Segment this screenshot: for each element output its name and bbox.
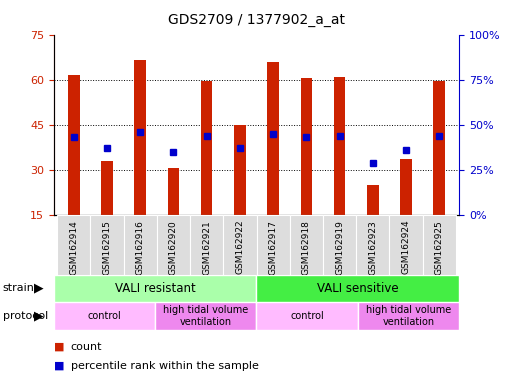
- FancyBboxPatch shape: [323, 215, 356, 275]
- FancyBboxPatch shape: [256, 215, 290, 275]
- Text: high tidal volume
ventilation: high tidal volume ventilation: [366, 305, 451, 327]
- Bar: [301, 78, 312, 215]
- FancyBboxPatch shape: [155, 302, 256, 330]
- Text: percentile rank within the sample: percentile rank within the sample: [71, 361, 259, 371]
- Text: count: count: [71, 342, 102, 352]
- Text: GSM162924: GSM162924: [402, 220, 410, 275]
- Text: ▶: ▶: [34, 310, 43, 323]
- FancyBboxPatch shape: [157, 215, 190, 275]
- Text: GSM162923: GSM162923: [368, 220, 377, 275]
- Text: GSM162915: GSM162915: [103, 220, 111, 275]
- Text: GSM162919: GSM162919: [335, 220, 344, 275]
- FancyBboxPatch shape: [423, 215, 456, 275]
- Text: VALI resistant: VALI resistant: [115, 282, 195, 295]
- FancyBboxPatch shape: [256, 302, 358, 330]
- Text: GSM162925: GSM162925: [435, 220, 444, 275]
- Text: ■: ■: [54, 361, 64, 371]
- Text: ■: ■: [54, 342, 64, 352]
- FancyBboxPatch shape: [290, 215, 323, 275]
- Bar: [101, 161, 113, 215]
- Text: GSM162916: GSM162916: [136, 220, 145, 275]
- Bar: [134, 60, 146, 215]
- Bar: [168, 169, 179, 215]
- FancyBboxPatch shape: [256, 275, 459, 302]
- Bar: [367, 185, 379, 215]
- Bar: [68, 75, 80, 215]
- Bar: [433, 81, 445, 215]
- FancyBboxPatch shape: [57, 215, 90, 275]
- Text: GDS2709 / 1377902_a_at: GDS2709 / 1377902_a_at: [168, 13, 345, 27]
- Text: GSM162921: GSM162921: [202, 220, 211, 275]
- Text: control: control: [88, 311, 122, 321]
- FancyBboxPatch shape: [389, 215, 423, 275]
- Bar: [234, 125, 246, 215]
- FancyBboxPatch shape: [54, 275, 256, 302]
- FancyBboxPatch shape: [54, 302, 155, 330]
- Text: high tidal volume
ventilation: high tidal volume ventilation: [163, 305, 248, 327]
- Bar: [334, 77, 345, 215]
- Bar: [267, 62, 279, 215]
- Text: control: control: [290, 311, 324, 321]
- FancyBboxPatch shape: [90, 215, 124, 275]
- Bar: [400, 159, 412, 215]
- Text: GSM162918: GSM162918: [302, 220, 311, 275]
- FancyBboxPatch shape: [190, 215, 223, 275]
- Text: GSM162920: GSM162920: [169, 220, 178, 275]
- Text: GSM162917: GSM162917: [269, 220, 278, 275]
- Text: VALI sensitive: VALI sensitive: [317, 282, 399, 295]
- Bar: [201, 81, 212, 215]
- FancyBboxPatch shape: [124, 215, 157, 275]
- FancyBboxPatch shape: [358, 302, 459, 330]
- Text: protocol: protocol: [3, 311, 48, 321]
- Text: GSM162922: GSM162922: [235, 220, 244, 275]
- FancyBboxPatch shape: [223, 215, 256, 275]
- Text: ▶: ▶: [34, 282, 43, 295]
- Text: GSM162914: GSM162914: [69, 220, 78, 275]
- Text: strain: strain: [3, 283, 34, 293]
- FancyBboxPatch shape: [356, 215, 389, 275]
